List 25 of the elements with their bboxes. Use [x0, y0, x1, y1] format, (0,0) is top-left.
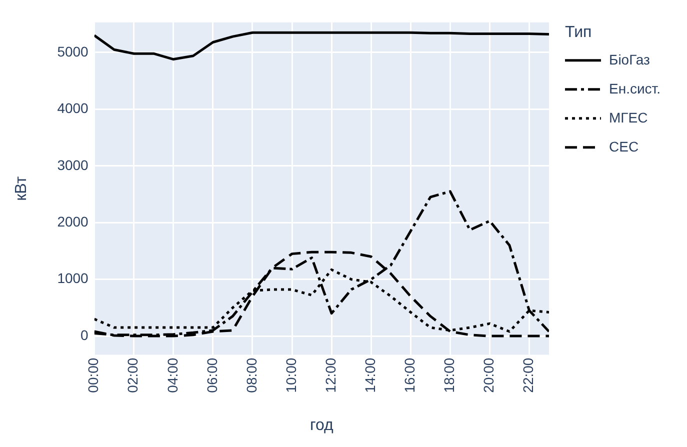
x-tick-label: 14:00 [362, 358, 378, 393]
y-tick-label: 4000 [57, 100, 89, 116]
x-tick-label: 12:00 [322, 358, 338, 393]
y-tick-label: 1000 [57, 270, 89, 286]
y-tick-label: 2000 [57, 213, 89, 230]
x-tick-label: 02:00 [124, 358, 141, 393]
x-tick-label: 18:00 [441, 358, 458, 393]
y-tick-label: 5000 [57, 43, 89, 60]
x-axis-title: год [310, 416, 334, 434]
x-tick-label: 00:00 [85, 358, 102, 393]
y-tick-label: 0 [80, 326, 89, 343]
y-tick-label: 3000 [57, 156, 89, 173]
x-tick-label: 10:00 [282, 358, 299, 393]
x-tick-label: 04:00 [164, 358, 180, 393]
y-axis-title: кВт [13, 176, 30, 201]
x-tick-label: 06:00 [204, 358, 220, 393]
legend-label: БіоГаз [609, 51, 650, 68]
legend-label: Ен.сист. [609, 80, 661, 96]
legend-label: МГЕС [609, 109, 648, 126]
x-tick-label: 16:00 [401, 358, 418, 393]
legend-title: Тип [565, 24, 592, 41]
x-tick-label: 22:00 [520, 358, 536, 393]
x-tick-label: 08:00 [243, 358, 260, 393]
x-tick-label: 20:00 [480, 358, 497, 393]
legend-label: СЕС [609, 138, 639, 154]
